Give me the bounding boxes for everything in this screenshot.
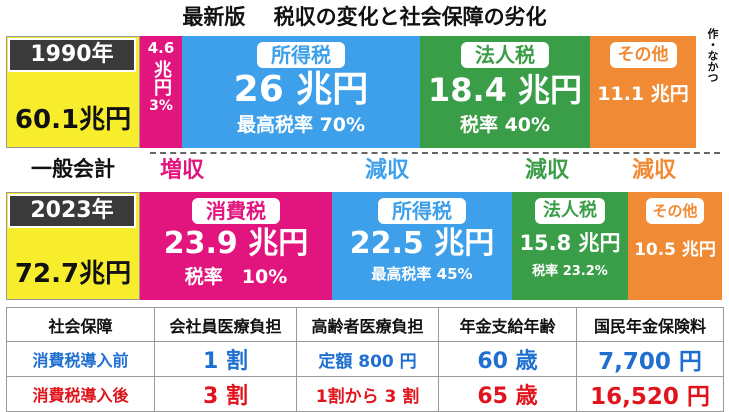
table-header: 会社員医療負担 (154, 307, 297, 342)
consumption-2023-rate: 税率 10% (184, 266, 288, 288)
total-1990-value: 60.1兆円 (14, 105, 132, 135)
table-cell: 3 割 (154, 376, 297, 412)
corporate-1990-value: 18.4 兆円 (427, 71, 583, 109)
general-account-label: 一般会計 (31, 157, 115, 181)
table-header: 国民年金保険料 (576, 307, 724, 342)
income-tax-2023: 所得税 22.5 兆円 最高税率 45% (332, 192, 512, 300)
change-other: 減収 (632, 158, 677, 183)
page-title: 最新版 税収の変化と社会保障の劣化 (182, 5, 547, 29)
total-2023-value: 72.7兆円 (14, 259, 132, 289)
table-header-row: 社会保障 会社員医療負担 高齢者医療負担 年金支給年齢 国民年金保険料 (6, 307, 724, 342)
table-cell: 消費税導入後 (6, 376, 155, 412)
corporate-1990-rate: 税率 40% (459, 114, 551, 136)
table-cell: 1割から 3 割 (296, 376, 439, 412)
table-cell: 16,520 円 (576, 376, 724, 412)
income-2023-value: 22.5 兆円 (349, 226, 495, 261)
other-tax-2023: その他 10.5 兆円 (628, 192, 722, 300)
table-cell: 消費税導入前 (6, 341, 155, 377)
corporate-2023-value: 15.8 兆円 (519, 231, 621, 255)
consumption-1990-rate: 3% (149, 98, 173, 114)
change-income: 減収 (365, 158, 410, 183)
consumption-tax-2023: 消費税 23.9 兆円 税率 10% (140, 192, 332, 300)
consumption-2023-value: 23.9 兆円 (163, 226, 309, 261)
corporate-2023-rate: 税率 23.2% (532, 264, 608, 279)
year-1990-label: 1990年 (8, 38, 136, 72)
income-1990-rate: 最高税率 70% (236, 114, 366, 136)
other-2023-value: 10.5 兆円 (634, 240, 716, 260)
income-1990-value: 26 兆円 (233, 69, 369, 110)
table-header: 年金支給年齢 (438, 307, 577, 342)
income-2023-rate: 最高税率 45% (371, 265, 473, 283)
table-row-before: 消費税導入前 1 割 定額 800 円 60 歳 7,700 円 (6, 341, 724, 377)
consumption-2023-label: 消費税 (192, 198, 280, 224)
income-tax-1990: 所得税 26 兆円 最高税率 70% (182, 36, 420, 148)
other-2023-label: その他 (646, 198, 704, 224)
income-1990-label: 所得税 (257, 42, 345, 68)
author-credit: 作・なかつ (706, 28, 719, 83)
table-header: 高齢者医療負担 (296, 307, 439, 342)
corporate-2023-label: 法人税 (535, 198, 605, 224)
other-1990-label: その他 (609, 42, 677, 68)
social-security-table: 社会保障 会社員医療負担 高齢者医療負担 年金支給年齢 国民年金保険料 消費税導… (6, 307, 724, 412)
table-row-after: 消費税導入後 3 割 1割から 3 割 65 歳 16,520 円 (6, 376, 724, 412)
table-cell: 7,700 円 (576, 341, 724, 377)
table-header: 社会保障 (6, 307, 155, 342)
corporate-tax-1990: 法人税 18.4 兆円 税率 40% (420, 36, 590, 148)
table-cell: 60 歳 (438, 341, 577, 377)
corporate-tax-2023: 法人税 15.8 兆円 税率 23.2% (512, 192, 628, 300)
year-2023-label: 2023年 (8, 194, 136, 228)
consumption-1990-value: 4.6 (147, 39, 175, 57)
table-cell: 1 割 (154, 341, 297, 377)
change-corporate: 減収 (525, 158, 570, 183)
consumption-1990-unit: 兆円 (151, 60, 172, 96)
consumption-tax-1990: 4.6 兆円 3% (140, 36, 182, 148)
corporate-1990-label: 法人税 (461, 42, 549, 68)
table-cell: 定額 800 円 (296, 341, 439, 377)
change-consumption: 増収 (160, 158, 205, 183)
other-1990-value: 11.1 兆円 (597, 83, 689, 105)
other-tax-1990: その他 11.1 兆円 (590, 36, 696, 148)
divider-line (150, 152, 720, 154)
table-cell: 65 歳 (438, 376, 577, 412)
income-2023-label: 所得税 (378, 198, 466, 224)
